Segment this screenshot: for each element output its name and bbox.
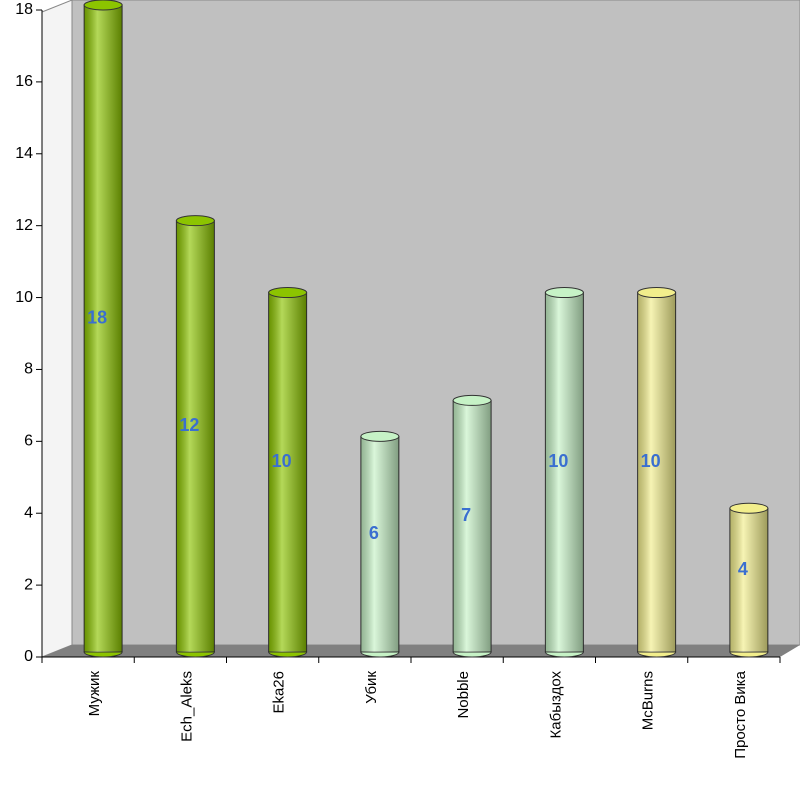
bar-shade <box>545 292 584 652</box>
bar-top <box>729 502 769 514</box>
x-tick-label: Мужик <box>86 671 103 717</box>
bar-top <box>83 0 123 11</box>
y-tick-label: 16 <box>15 73 33 90</box>
y-tick-label: 14 <box>15 145 33 162</box>
floor <box>42 645 800 657</box>
bar-shade <box>268 292 307 652</box>
bar-top <box>544 287 584 299</box>
bar-top <box>360 430 400 442</box>
x-tick-label: Eka26 <box>271 671 288 714</box>
value-label: 7 <box>461 505 471 525</box>
value-label: 12 <box>179 415 199 435</box>
y-tick-label: 2 <box>24 576 33 593</box>
y-tick-label: 18 <box>15 1 33 18</box>
bar-shade <box>84 5 123 652</box>
bar-top <box>452 394 492 406</box>
x-tick-label: Кабыздох <box>547 671 564 739</box>
x-tick-label: Убик <box>363 671 380 704</box>
y-tick-label: 8 <box>24 361 33 378</box>
y-tick-label: 4 <box>24 504 33 521</box>
bar-top <box>637 287 677 299</box>
x-tick-label: Просто Вика <box>732 670 749 758</box>
value-label: 6 <box>369 523 379 543</box>
bar-shade <box>637 292 676 652</box>
x-tick-label: Ech_Aleks <box>178 671 195 742</box>
y-tick-label: 10 <box>15 289 33 306</box>
x-tick-label: McBurns <box>640 671 657 730</box>
value-label: 10 <box>272 451 292 471</box>
y-tick-label: 6 <box>24 433 33 450</box>
bar-shade <box>729 508 768 652</box>
y-tick-label: 0 <box>24 648 33 665</box>
value-label: 10 <box>641 451 661 471</box>
side-wall <box>41 0 73 658</box>
bar-shade <box>453 400 492 652</box>
x-tick-label: Nobble <box>455 671 472 719</box>
value-label: 18 <box>87 307 107 327</box>
bar-top <box>175 215 215 227</box>
bar-shade <box>176 220 215 652</box>
bar-shade <box>360 436 399 652</box>
value-label: 4 <box>738 559 748 579</box>
y-tick-label: 12 <box>15 217 33 234</box>
value-label: 10 <box>548 451 568 471</box>
bar-top <box>268 287 308 299</box>
